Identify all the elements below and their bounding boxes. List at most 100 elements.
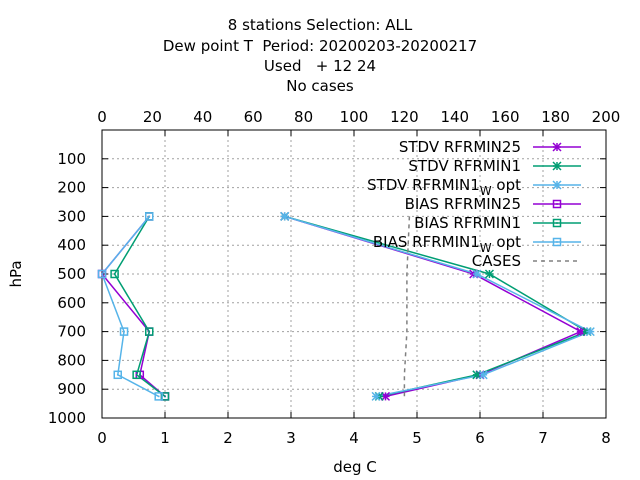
legend-marker-5: [552, 237, 562, 247]
x2-tick-label: 140: [440, 108, 469, 126]
data-point-5: [97, 269, 107, 279]
marker-box: [552, 199, 562, 209]
marker-dot: [164, 395, 166, 398]
x-tick-label: 6: [475, 429, 485, 447]
marker-stroke: [552, 161, 562, 171]
data-point-5: [154, 392, 163, 401]
y-tick-label: 200: [57, 179, 86, 197]
legend-label-6: CASES: [472, 252, 521, 270]
x2-tick-label: 120: [390, 108, 419, 126]
marker-box: [145, 212, 154, 221]
legend-label-suffix: opt: [492, 233, 521, 251]
data-point-5: [145, 212, 154, 221]
y-tick-label: 900: [57, 380, 86, 398]
marker-box: [119, 327, 129, 336]
x2-tick-label: 20: [143, 108, 162, 126]
data-point-1: [484, 269, 494, 279]
legend-marker-4: [552, 218, 562, 228]
series-line-4: [113, 216, 166, 397]
marker-stroke: [478, 370, 488, 380]
x-tick-label: 0: [97, 429, 107, 447]
marker-box: [552, 218, 562, 228]
chart-title-line-2: Dew point T Period: 20200203-20200217: [162, 37, 478, 55]
x2-tick-label: 200: [592, 108, 621, 126]
legend-label-3: BIAS RFRMIN25: [405, 195, 521, 213]
y-tick-label: 300: [57, 207, 86, 225]
legend-label-main: STDV RFRMIN1: [367, 176, 480, 194]
data-point-2: [280, 211, 290, 221]
series-line-6: [403, 216, 411, 397]
series-line-5: [101, 215, 160, 398]
y-tick-label: 800: [57, 351, 86, 369]
legend-marker-3: [552, 199, 562, 209]
data-point-2: [472, 269, 482, 279]
x2-tick-label: 60: [244, 108, 263, 126]
x-tick-label: 3: [286, 429, 296, 447]
legend-label-suffix: opt: [492, 176, 521, 194]
legend-marker-1: [552, 161, 562, 171]
x-tick-label: 5: [412, 429, 422, 447]
x2-tick-label: 100: [340, 108, 369, 126]
marker-stroke: [552, 180, 562, 190]
x-tick-label: 4: [349, 429, 359, 447]
data-point-4: [132, 370, 141, 380]
legend-label-4: BIAS RFRMIN1: [414, 214, 521, 232]
legend-label-1: STDV RFRMIN1: [408, 157, 521, 175]
marker-dot: [556, 203, 558, 205]
marker-dot: [148, 215, 151, 218]
marker-dot: [101, 273, 103, 275]
x2-tick-label: 80: [294, 108, 313, 126]
marker-stroke: [371, 391, 381, 401]
marker-dot: [157, 395, 160, 398]
marker-dot: [135, 374, 138, 376]
marker-box: [113, 370, 122, 380]
marker-stroke: [472, 269, 482, 279]
chart-title-line-1: 8 stations Selection: ALL: [227, 16, 413, 34]
data-point-2: [585, 327, 595, 337]
marker-box: [154, 392, 163, 401]
data-point-4: [145, 327, 154, 336]
x2-tick-label: 0: [97, 108, 107, 126]
marker-dot: [556, 241, 558, 243]
y-tick-label: 600: [57, 294, 86, 312]
legend-label-main: BIAS RFRMIN1: [373, 233, 480, 251]
marker-box: [552, 237, 562, 247]
legend-label-0: STDV RFRMIN25: [399, 138, 521, 156]
marker-dot: [113, 273, 116, 275]
legend-marker-2: [552, 180, 562, 190]
data-point-2: [478, 370, 488, 380]
chart-title-line-3: Used + 12 24: [263, 57, 377, 75]
marker-dot: [123, 330, 125, 333]
y-tick-label: 100: [57, 150, 86, 168]
legend-marker-0: [552, 142, 562, 152]
marker-dot: [556, 222, 558, 224]
legend-label-2: STDV RFRMIN1W opt: [367, 176, 521, 198]
marker-stroke: [585, 327, 595, 337]
marker-box: [97, 269, 107, 279]
data-point-2: [371, 391, 381, 401]
legend-label-subscript: W: [480, 184, 492, 198]
y-axis-label: hPa: [7, 260, 25, 287]
legend-label-5: BIAS RFRMIN1W opt: [373, 233, 521, 255]
y-tick-label: 400: [57, 236, 86, 254]
marker-dot: [148, 330, 151, 333]
data-point-5: [113, 370, 122, 380]
legend-label-subscript: W: [480, 241, 492, 255]
data-point-4: [110, 269, 119, 279]
data-point-5: [119, 327, 129, 336]
y-tick-label: 700: [57, 323, 86, 341]
marker-box: [132, 370, 141, 380]
marker-dot: [116, 374, 119, 376]
x-tick-label: 2: [223, 429, 233, 447]
marker-box: [145, 327, 154, 336]
x-tick-label: 7: [538, 429, 548, 447]
x2-tick-label: 160: [491, 108, 520, 126]
marker-stroke: [552, 142, 562, 152]
x2-tick-label: 40: [193, 108, 212, 126]
x2-tick-label: 180: [541, 108, 570, 126]
marker-box: [110, 269, 119, 279]
x-axis-label: deg C: [333, 458, 377, 476]
x-tick-label: 8: [601, 429, 611, 447]
